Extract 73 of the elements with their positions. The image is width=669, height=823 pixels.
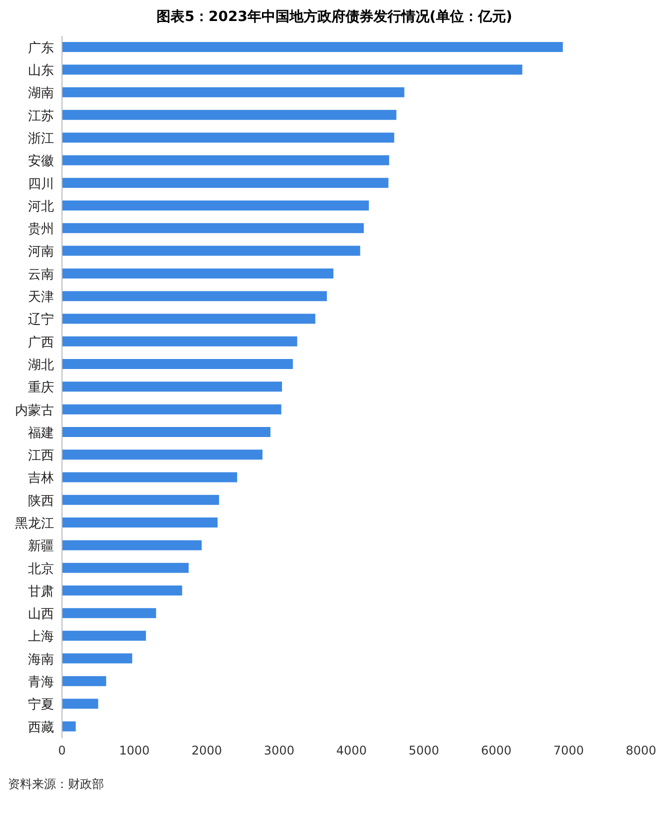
y-tick-label: 四川 — [28, 176, 54, 192]
y-tick-label: 吉林 — [28, 471, 54, 486]
bar — [62, 450, 262, 460]
y-tick-label: 新疆 — [28, 539, 54, 554]
bar — [62, 291, 327, 302]
bar — [62, 698, 98, 709]
x-tick-label: 7000 — [553, 744, 584, 758]
x-tick-label: 5000 — [408, 744, 440, 758]
chart-title: 图表5：2023年中国地方政府债券发行情况(单位：亿元) — [156, 8, 514, 26]
y-tick-label: 内蒙古 — [15, 403, 54, 418]
bar — [62, 404, 282, 414]
y-tick-label: 贵州 — [28, 222, 54, 238]
x-tick-label: 0 — [58, 744, 66, 758]
y-tick-label: 江苏 — [28, 108, 54, 124]
y-tick-label: 北京 — [28, 562, 54, 577]
bar — [62, 155, 390, 166]
x-tick-label: 1000 — [119, 744, 150, 758]
y-tick-label: 辽宁 — [28, 312, 54, 328]
x-tick-label: 2000 — [191, 744, 222, 758]
y-tick-label: 河南 — [28, 244, 54, 260]
bar — [62, 359, 293, 370]
bar — [62, 246, 360, 256]
y-tick-label: 安徽 — [28, 153, 54, 170]
y-tick-label: 江西 — [28, 448, 54, 464]
y-tick-label: 广东 — [28, 40, 54, 56]
bar — [62, 200, 369, 211]
y-tick-label: 湖北 — [28, 358, 54, 373]
y-tick-label: 云南 — [28, 267, 54, 282]
bar — [62, 132, 394, 143]
y-tick-label: 湖南 — [28, 86, 54, 102]
bar — [62, 223, 364, 234]
y-tick-label: 陕西 — [28, 494, 54, 509]
y-tick-label: 山西 — [28, 607, 54, 622]
bar — [62, 87, 404, 98]
text: 资料来源：财政部 — [8, 776, 105, 793]
bar — [62, 42, 563, 52]
x-tick-label: 8000 — [626, 744, 656, 758]
x-tick-label: 4000 — [336, 744, 367, 758]
y-tick-label: 河北 — [28, 199, 54, 214]
y-tick-label: 山东 — [28, 64, 54, 79]
bar — [62, 518, 218, 528]
x-tick-label: 3000 — [264, 744, 294, 758]
bar — [62, 178, 388, 188]
y-tick-label: 宁夏 — [28, 696, 54, 713]
bar — [62, 426, 270, 437]
y-tick-label: 上海 — [28, 630, 54, 645]
y-tick-label: 黑龙江 — [15, 516, 54, 532]
bar — [62, 314, 316, 324]
y-tick-label: 广西 — [28, 335, 54, 350]
bar — [62, 268, 334, 278]
y-tick-label: 青海 — [28, 675, 54, 690]
y-tick-label: 天津 — [28, 290, 54, 306]
bar — [62, 64, 522, 75]
bar — [62, 721, 76, 732]
bar — [62, 585, 182, 596]
bar — [62, 336, 298, 346]
bar — [62, 472, 238, 482]
bar — [62, 540, 202, 550]
bar — [62, 653, 132, 664]
y-tick-label: 福建 — [28, 426, 54, 441]
bar — [62, 562, 189, 573]
bar — [62, 608, 156, 618]
y-tick-label: 浙江 — [28, 132, 54, 147]
x-tick-label: 6000 — [480, 744, 512, 758]
bar — [62, 494, 220, 505]
bar — [62, 676, 106, 686]
bar — [62, 630, 146, 641]
bar — [62, 382, 282, 392]
y-tick-label: 重庆 — [28, 380, 54, 396]
y-tick-label: 西藏 — [28, 720, 54, 736]
bar — [62, 110, 396, 120]
y-tick-label: 海南 — [28, 652, 54, 668]
y-tick-label: 甘肃 — [28, 584, 54, 600]
